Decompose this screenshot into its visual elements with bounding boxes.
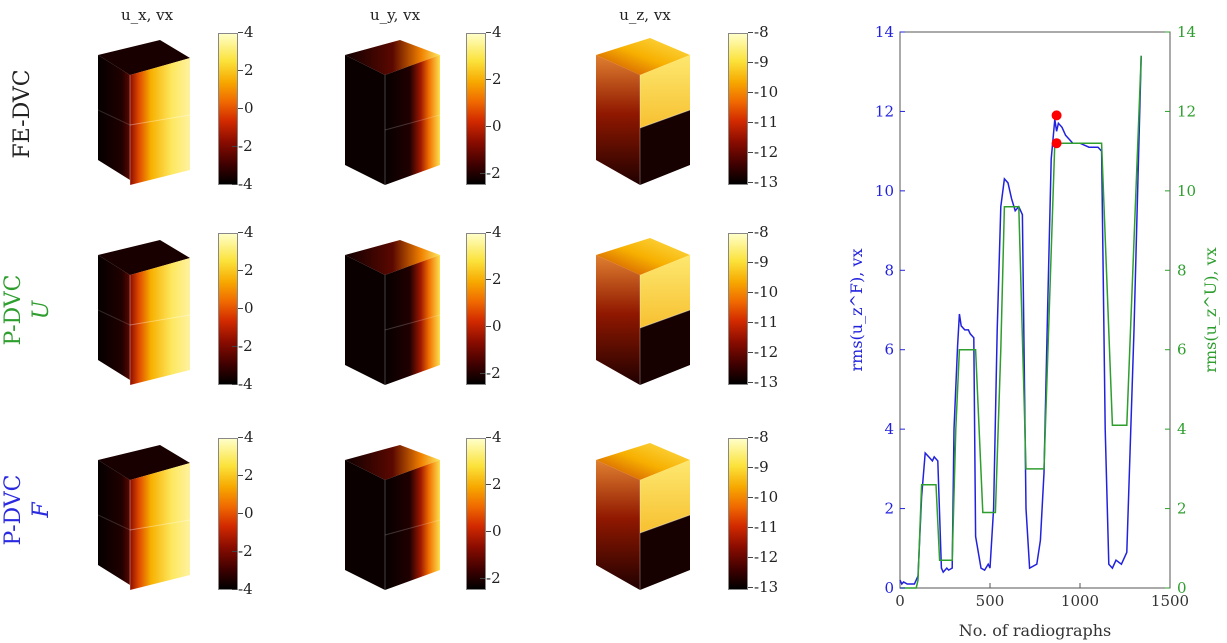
y-tick-label-right: 2 [1177,500,1187,518]
y-tick-label-left: 2 [884,500,894,518]
field-p-dvc-u-uz [595,237,691,386]
colorbar-tick: -4 [232,175,253,193]
colorbar-tick: 2 [486,270,502,288]
colorbar-tick: 0 [238,299,254,317]
x-tick-label: 500 [976,592,1005,610]
y-tick-label-left: 4 [884,420,894,438]
y-tick-label-right: 6 [1177,341,1187,359]
y-tick-label-right: 4 [1177,420,1187,438]
colorbar-p-dvc-u-uz [728,233,748,385]
colorbar-tick: -2 [480,569,501,587]
colorbar-tick: -8 [748,23,769,41]
field-p-dvc-u-uy [344,239,441,386]
highlight-marker [1051,110,1062,121]
colorbar-p-dvc-f-uz [728,438,748,590]
displacement-fields [97,37,691,591]
colorbar-tick: -11 [747,113,779,131]
y-tick-label-left: 12 [875,102,894,120]
colorbar-tick: 4 [238,23,254,41]
x-axis-label: No. of radiographs [959,621,1112,640]
colorbar-tick: 2 [238,61,254,79]
colorbar-tick: -2 [232,137,253,155]
column-label-uz: u_z, vx [619,6,671,24]
colorbar-tick: 4 [486,428,502,446]
y-tick-label-right: 0 [1177,579,1187,597]
series-line-rms-uz-u [900,55,1142,589]
colorbar-tick: 0 [486,522,502,540]
y-tick-label-left: 14 [875,23,894,41]
colorbar-tick: -9 [748,53,769,71]
colorbar-tick: -9 [748,253,769,271]
y-tick-label-left: 10 [875,182,894,200]
y-tick-label-left: 6 [884,341,894,359]
column-label-ux: u_x, vx [120,6,174,24]
x-tick-label: 1000 [1061,592,1099,610]
colorbar-tick: -13 [747,173,779,191]
colorbar-tick: 4 [238,223,254,241]
colorbar-tick: -11 [747,313,779,331]
colorbar-tick: -2 [232,337,253,355]
x-tick-label: 0 [895,592,905,610]
field-p-dvc-f-uy [344,444,441,591]
colorbar-p-dvc-u-uy [466,233,486,385]
colorbar-tick: -2 [232,542,253,560]
colorbar-tick: -11 [747,518,779,536]
colorbar-tick: -8 [748,428,769,446]
y-tick-label-right: 10 [1177,182,1196,200]
y-axis-label-right: rms(u_z^U), vx [1201,247,1220,372]
highlight-marker [1051,138,1062,149]
plot-frame [899,31,1171,589]
colorbar-tick: -12 [747,143,779,161]
colorbar-tick: 0 [238,504,254,522]
field-p-dvc-f-ux [97,444,191,591]
colorbar-tick: 2 [238,261,254,279]
colorbar-fe-dvc-uy [466,33,486,185]
column-label-uy: u_y, vx [369,6,421,24]
colorbar-tick: -2 [480,364,501,382]
y-tick-label-left: 0 [884,579,894,597]
field-p-dvc-u-ux [97,239,191,386]
colorbar-tick: -10 [747,283,779,301]
y-tick-label-right: 8 [1177,261,1187,279]
colorbar-tick: 0 [238,99,254,117]
y-axis-label-left: rms(u_z^F), vx [847,249,866,372]
colorbar-tick: -13 [747,578,779,596]
colorbar-p-dvc-u-ux [218,233,238,385]
colorbar-tick: 4 [486,223,502,241]
colorbar-tick: -2 [480,164,501,182]
colorbar-tick: -10 [747,83,779,101]
colorbar-tick: -10 [747,488,779,506]
colorbar-tick: -4 [232,580,253,598]
colorbar-tick: 0 [486,317,502,335]
field-fe-dvc-uz [595,37,691,186]
colorbar-tick: -4 [232,375,253,393]
y-tick-label-right: 14 [1177,23,1196,41]
series-line-rms-uz-f [899,55,1142,586]
colorbar-tick: 4 [238,428,254,446]
colorbar-tick: -13 [747,373,779,391]
colorbar-tick: 2 [486,70,502,88]
colorbar-tick: 2 [238,466,254,484]
x-tick-label: 1500 [1151,592,1189,610]
colorbar-tick: -8 [748,223,769,241]
colorbar-tick: 0 [486,117,502,135]
field-p-dvc-f-uz [595,442,691,591]
colorbar-tick: 4 [486,23,502,41]
colorbar-tick: -12 [747,343,779,361]
colorbar-p-dvc-f-ux [218,438,238,590]
y-tick-label-left: 8 [884,261,894,279]
y-tick-label-right: 12 [1177,102,1196,120]
colorbar-fe-dvc-ux [218,33,238,185]
colorbar-tick: -12 [747,548,779,566]
field-fe-dvc-ux [97,39,191,186]
colorbar-tick: 2 [486,475,502,493]
colorbar-tick: -9 [748,458,769,476]
colorbar-p-dvc-f-uy [466,438,486,590]
colorbar-fe-dvc-uz [728,33,748,185]
field-fe-dvc-uy [344,39,441,186]
